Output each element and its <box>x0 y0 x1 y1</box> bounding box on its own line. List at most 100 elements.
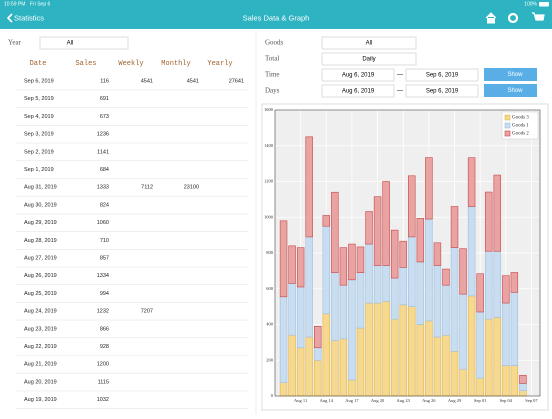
show-button[interactable] <box>484 68 537 81</box>
bar-segment <box>390 277 399 320</box>
bar-segment <box>322 215 331 227</box>
bar-segment <box>348 279 356 381</box>
bar-segment <box>442 334 450 397</box>
bar-segment <box>279 220 288 298</box>
cell-number: 7207 <box>141 309 153 315</box>
legend-swatch <box>504 130 511 137</box>
x-tick-label: Aug 14 <box>320 398 334 403</box>
cell-date: Sep 4, 2019 <box>24 114 54 120</box>
bar-segment <box>484 250 493 320</box>
bar-segment <box>467 157 476 207</box>
cell-number: 710 <box>100 238 109 244</box>
y-tick-label: 1000 <box>264 214 274 219</box>
bar-segment <box>519 383 527 391</box>
year-select[interactable] <box>39 36 129 50</box>
cell-date: Sep 1, 2019 <box>24 167 54 173</box>
bar-segment <box>502 275 510 304</box>
time-to-field[interactable] <box>405 68 479 82</box>
show-button[interactable] <box>484 84 537 97</box>
time-to[interactable]: Sep 6, 2019 <box>426 73 459 79</box>
cell-number: 1141 <box>97 149 109 155</box>
cell-number: 27641 <box>229 78 244 84</box>
days-to[interactable]: Sep 6, 2019 <box>426 89 459 95</box>
status-date: Fri Sep 6 <box>30 1 51 7</box>
bar-segment <box>331 272 339 341</box>
cell-number: 1115 <box>98 379 109 385</box>
cell-date: Aug 20, 2019 <box>24 379 57 385</box>
bar-segment <box>442 284 450 336</box>
cell-date: Aug 21, 2019 <box>24 362 57 368</box>
time-from[interactable]: Aug 6, 2019 <box>342 73 375 79</box>
show-text[interactable]: Show <box>507 72 523 78</box>
status-time: 10:59 PM <box>4 1 25 7</box>
bar-segment <box>322 313 331 397</box>
cell-number: 116 <box>100 78 109 84</box>
total-value[interactable]: Daily <box>362 57 375 63</box>
days-from[interactable]: Aug 6, 2019 <box>342 89 375 95</box>
back-button[interactable]: Statistics <box>14 13 44 22</box>
bar-segment <box>399 304 407 397</box>
back-chevron[interactable] <box>6 13 13 23</box>
cell-number: 684 <box>100 167 109 173</box>
bar-segment <box>416 261 425 325</box>
goods-select[interactable] <box>321 36 417 50</box>
bar-segment <box>382 300 390 397</box>
bar-segment <box>450 351 459 397</box>
column-header: Yearly <box>207 60 232 68</box>
x-tick-label: Sep 01 <box>474 398 486 403</box>
year-value[interactable]: All <box>67 41 74 47</box>
x-tick-label: Sep 04 <box>500 398 513 403</box>
total-select[interactable] <box>321 52 417 66</box>
bar-segment <box>348 379 356 397</box>
bar-segment <box>390 229 399 279</box>
bar-segment <box>356 246 365 273</box>
days-from-field[interactable] <box>321 84 395 98</box>
cell-number: 1032 <box>97 397 109 403</box>
home-icon[interactable] <box>485 12 497 24</box>
days-to-field[interactable] <box>405 84 479 98</box>
y-tick-label: 1400 <box>264 143 274 148</box>
separator: — <box>397 73 403 79</box>
x-tick-label: Aug 26 <box>422 398 436 403</box>
cell-date: Aug 30, 2019 <box>24 202 57 208</box>
cell-number: 824 <box>100 202 109 208</box>
cell-number: 994 <box>100 291 109 297</box>
nav-title: Sales Data & Graph <box>243 13 310 22</box>
bar-segment <box>510 292 519 366</box>
x-tick-label: Aug 11 <box>294 398 307 403</box>
bar-segment <box>519 374 527 384</box>
bar-segment <box>288 283 296 336</box>
show-text[interactable]: Show <box>507 88 523 94</box>
cell-date: Sep 5, 2019 <box>24 96 54 102</box>
bar-segment <box>348 243 356 281</box>
y-tick-label: 600 <box>266 286 274 291</box>
bar-segment <box>450 206 459 248</box>
status-battery: 100% <box>524 1 537 7</box>
plot-border <box>274 109 541 397</box>
time-from-field[interactable] <box>321 68 395 82</box>
total-label: Total <box>265 55 279 63</box>
bar-segment <box>382 265 390 302</box>
cart-icon[interactable] <box>532 12 545 21</box>
bar-segment <box>425 218 433 322</box>
bar-segment <box>314 325 322 349</box>
bar-segment <box>502 365 510 397</box>
bar-segment <box>399 266 407 306</box>
bar-segment <box>510 272 519 293</box>
bar-segment <box>331 340 339 397</box>
separator: — <box>397 89 403 95</box>
nav-bar <box>0 0 552 29</box>
bar-segment <box>493 174 501 252</box>
cell-date: Sep 6, 2019 <box>24 78 54 84</box>
settings-icon[interactable] <box>507 12 519 24</box>
bar-segment <box>365 302 373 397</box>
x-tick-label: Aug 29 <box>448 398 462 403</box>
bar-segment <box>288 245 296 284</box>
goods-value[interactable]: All <box>366 41 373 47</box>
cell-number: 1060 <box>97 220 109 226</box>
bar-segment <box>433 242 442 266</box>
goods-label: Goods <box>265 39 284 47</box>
bar-segment <box>425 157 433 220</box>
cell-number: 1232 <box>97 309 109 315</box>
bar-segment <box>408 236 416 307</box>
